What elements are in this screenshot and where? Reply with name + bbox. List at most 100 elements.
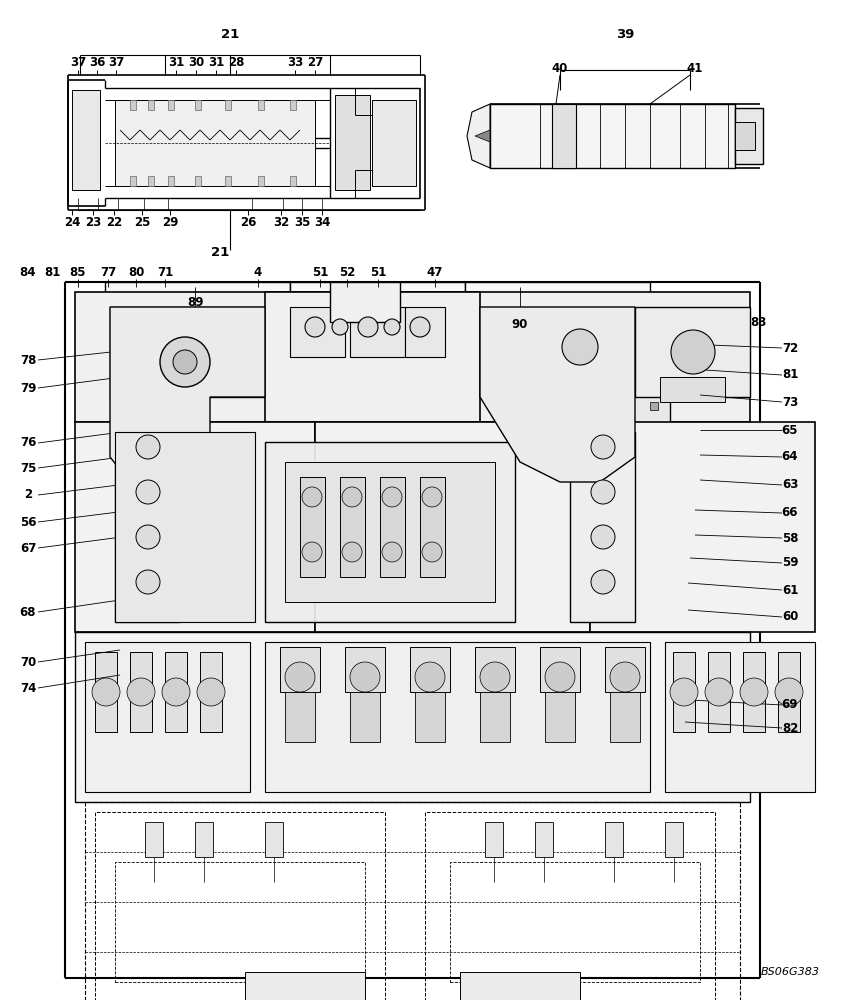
Text: 64: 64 — [782, 450, 798, 464]
Bar — [115, 432, 180, 622]
Bar — [490, 104, 735, 168]
Text: 37: 37 — [70, 56, 86, 70]
Circle shape — [332, 319, 348, 335]
Circle shape — [382, 542, 402, 562]
Circle shape — [422, 542, 442, 562]
Bar — [590, 422, 815, 632]
Circle shape — [136, 570, 160, 594]
Bar — [145, 822, 163, 857]
Text: 89: 89 — [187, 296, 204, 308]
Bar — [593, 534, 613, 540]
Text: 27: 27 — [307, 56, 323, 70]
Bar — [110, 307, 265, 397]
Bar — [735, 122, 755, 150]
Circle shape — [480, 662, 510, 692]
Text: 39: 39 — [616, 27, 634, 40]
Circle shape — [285, 662, 315, 692]
Text: 47: 47 — [427, 265, 444, 278]
Circle shape — [302, 487, 322, 507]
Text: 2: 2 — [24, 488, 32, 502]
Circle shape — [358, 317, 378, 337]
Bar — [85, 642, 250, 792]
Polygon shape — [467, 104, 490, 168]
Bar — [665, 642, 815, 792]
Circle shape — [162, 678, 190, 706]
Bar — [148, 100, 154, 110]
Text: 35: 35 — [293, 216, 310, 229]
Bar — [200, 652, 222, 732]
Bar — [425, 812, 715, 1000]
Bar — [708, 652, 730, 732]
Bar — [535, 822, 553, 857]
Bar — [450, 862, 700, 982]
Circle shape — [415, 662, 445, 692]
Bar — [350, 307, 405, 357]
Bar — [75, 422, 315, 632]
Circle shape — [610, 662, 640, 692]
Bar — [635, 307, 750, 397]
Bar — [258, 100, 264, 110]
Bar — [372, 100, 416, 186]
Bar — [265, 442, 515, 622]
Text: 63: 63 — [782, 479, 798, 491]
Bar — [593, 579, 613, 585]
Bar — [480, 692, 510, 742]
Bar — [265, 292, 480, 422]
Text: 56: 56 — [20, 516, 36, 528]
Bar — [660, 377, 725, 402]
Polygon shape — [115, 432, 255, 622]
Bar — [105, 282, 290, 342]
Text: 71: 71 — [157, 265, 173, 278]
Bar — [138, 489, 158, 495]
Circle shape — [302, 542, 322, 562]
Text: 21: 21 — [211, 245, 229, 258]
Bar — [258, 176, 264, 186]
Circle shape — [410, 317, 430, 337]
Bar — [610, 692, 640, 742]
Bar — [460, 972, 580, 1000]
Text: 37: 37 — [108, 56, 124, 70]
Text: 74: 74 — [20, 682, 36, 694]
Bar — [138, 534, 158, 540]
Text: 70: 70 — [20, 656, 36, 668]
Text: 32: 32 — [273, 216, 289, 229]
Text: 69: 69 — [782, 698, 798, 712]
Text: 82: 82 — [782, 722, 798, 734]
Bar — [650, 442, 658, 450]
Bar — [743, 652, 765, 732]
Circle shape — [342, 542, 362, 562]
Bar — [195, 100, 201, 110]
Bar — [168, 176, 174, 186]
Bar — [552, 104, 576, 168]
Bar — [265, 822, 283, 857]
Text: 4: 4 — [254, 265, 262, 278]
Circle shape — [173, 350, 197, 374]
Bar — [475, 647, 515, 692]
Bar — [405, 307, 445, 357]
Bar — [618, 457, 626, 465]
Text: 25: 25 — [134, 216, 150, 229]
Text: 65: 65 — [782, 424, 798, 436]
Bar — [485, 822, 503, 857]
Bar — [410, 647, 450, 692]
Circle shape — [160, 337, 210, 387]
Text: 83: 83 — [750, 316, 767, 328]
Bar — [85, 802, 740, 1000]
Bar — [593, 489, 613, 495]
Bar — [68, 75, 425, 210]
Text: 60: 60 — [782, 610, 798, 624]
Bar — [245, 972, 365, 1000]
Bar — [148, 176, 154, 186]
Circle shape — [350, 662, 380, 692]
Text: 66: 66 — [782, 506, 798, 520]
Bar — [605, 647, 645, 692]
Text: 80: 80 — [128, 265, 144, 278]
Bar — [340, 477, 365, 577]
Text: 72: 72 — [782, 342, 798, 355]
Bar — [115, 100, 315, 186]
Bar — [300, 477, 325, 577]
Bar — [290, 176, 296, 186]
Circle shape — [422, 487, 442, 507]
Bar — [290, 307, 345, 357]
Bar — [570, 432, 635, 622]
